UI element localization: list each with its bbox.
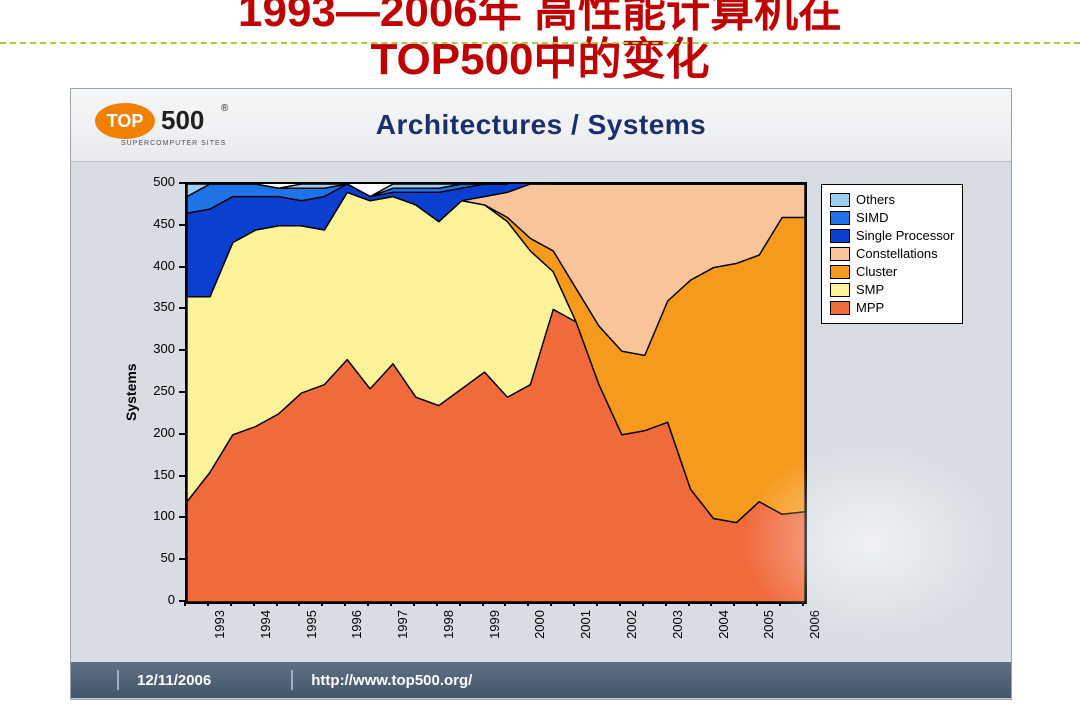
legend-item: SIMD	[830, 209, 954, 227]
legend-item: Constellations	[830, 245, 954, 263]
architectures-chart: Systems050100150200250300350400450500199…	[87, 170, 995, 656]
y-tick-label: 350	[87, 299, 175, 314]
x-tick-label: 2001	[578, 610, 593, 639]
x-tick-label: 2004	[715, 610, 730, 639]
x-tick-label: 1999	[487, 610, 502, 639]
x-tick-label: 1993	[212, 610, 227, 639]
x-tick-label: 2006	[807, 610, 822, 639]
panel-title: Architectures / Systems	[71, 109, 1011, 141]
y-tick-label: 0	[87, 592, 175, 607]
panel-body: Systems050100150200250300350400450500199…	[71, 162, 1011, 662]
logo-sub-text: SUPERCOMPUTER SITES	[121, 140, 226, 147]
legend: OthersSIMDSingle ProcessorConstellations…	[821, 184, 963, 324]
y-tick-label: 250	[87, 383, 175, 398]
y-tick-label: 100	[87, 508, 175, 523]
y-tick-label: 450	[87, 216, 175, 231]
legend-swatch	[830, 211, 850, 225]
x-tick-label: 1995	[303, 610, 318, 639]
legend-swatch	[830, 283, 850, 297]
slide-title-line1: 1993—2006年 高性能计算机在	[0, 0, 1080, 36]
legend-label: MPP	[856, 299, 884, 317]
panel-header: TOP 500 ® SUPERCOMPUTER SITES Architectu…	[71, 89, 1011, 162]
x-tick-label: 2003	[670, 610, 685, 639]
x-tick-label: 1994	[258, 610, 273, 639]
legend-label: Single Processor	[856, 227, 954, 245]
y-tick-label: 500	[87, 174, 175, 189]
x-tick-label: 2000	[532, 610, 547, 639]
y-tick-label: 150	[87, 467, 175, 482]
footer-url: http://www.top500.org/	[311, 672, 472, 689]
legend-label: Cluster	[856, 263, 897, 281]
footer-date: 12/11/2006	[137, 672, 211, 689]
legend-item: MPP	[830, 299, 954, 317]
slide-root: 1993—2006年 高性能计算机在 TOP500中的变化 TOP 500 ® …	[0, 0, 1080, 710]
x-tick-label: 1998	[441, 610, 456, 639]
x-tick-label: 1997	[395, 610, 410, 639]
legend-label: SIMD	[856, 209, 889, 227]
legend-swatch	[830, 265, 850, 279]
decorative-dashed-line	[0, 42, 1080, 44]
legend-item: Single Processor	[830, 227, 954, 245]
legend-item: SMP	[830, 281, 954, 299]
y-tick-label: 400	[87, 258, 175, 273]
legend-swatch	[830, 247, 850, 261]
legend-label: SMP	[856, 281, 884, 299]
x-tick-label: 2002	[624, 610, 639, 639]
legend-swatch	[830, 229, 850, 243]
legend-item: Cluster	[830, 263, 954, 281]
legend-item: Others	[830, 191, 954, 209]
y-tick-label: 50	[87, 550, 175, 565]
stacked-area-svg	[187, 184, 805, 602]
x-tick-label: 2005	[761, 610, 776, 639]
y-tick-label: 300	[87, 341, 175, 356]
legend-swatch	[830, 301, 850, 315]
legend-label: Others	[856, 191, 895, 209]
x-tick-label: 1996	[349, 610, 364, 639]
panel-footer: 12/11/2006 http://www.top500.org/	[71, 662, 1011, 698]
chart-panel: TOP 500 ® SUPERCOMPUTER SITES Architectu…	[70, 88, 1012, 700]
y-tick-label: 200	[87, 425, 175, 440]
legend-swatch	[830, 193, 850, 207]
legend-label: Constellations	[856, 245, 938, 263]
